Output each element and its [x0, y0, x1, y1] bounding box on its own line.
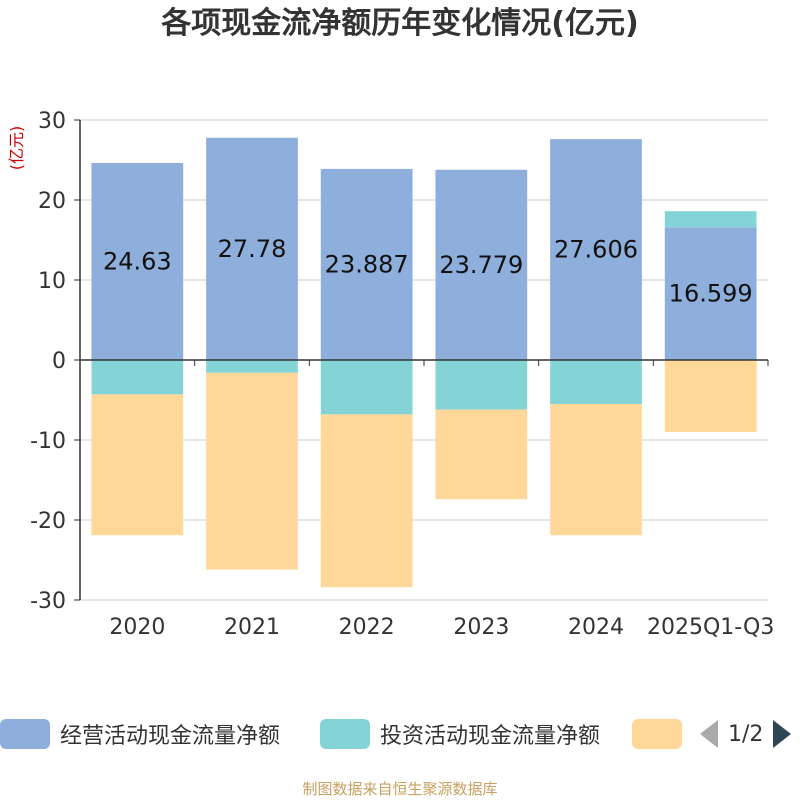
legend-item-investing[interactable]: 投资活动现金流量净额 — [320, 714, 600, 754]
bar-2025Q1-Q3-series-1 — [664, 211, 757, 228]
legend-swatch-financing — [632, 719, 682, 749]
bar-2022-series-0 — [320, 168, 413, 360]
legend-swatch-operating — [0, 719, 50, 749]
legend-item-financing[interactable] — [632, 714, 682, 754]
y-tick-label: 0 — [52, 349, 66, 374]
legend-label-investing: 投资活动现金流量净额 — [380, 724, 601, 749]
x-tick-label: 2025Q1-Q3 — [647, 615, 774, 640]
data-label: 23.887 — [325, 250, 409, 278]
prev-page-icon[interactable] — [700, 720, 718, 748]
legend-pager: 1/2 — [700, 714, 792, 754]
bar-2021-series-0 — [206, 137, 298, 360]
bar-2025Q1-Q3-series-0 — [664, 227, 757, 360]
legend: 经营活动现金流量净额 投资活动现金流量净额 1/2 — [0, 714, 800, 754]
bar-2023-series-0 — [435, 169, 528, 360]
y-tick-label: 10 — [38, 269, 66, 294]
bar-2023-series-2 — [435, 409, 528, 500]
bar-2021-series-1 — [206, 360, 298, 373]
y-axis-label: (亿元) — [7, 126, 26, 171]
data-label: 23.779 — [439, 251, 523, 279]
chart-plot: 30 20 10 0 -10 -20 -30 (亿元) 2020 24.63 2021 27.78 20… — [7, 109, 774, 640]
bar-2020-series-2 — [91, 394, 184, 536]
data-label: 27.606 — [554, 236, 638, 264]
bar-2022-series-2 — [320, 414, 413, 588]
bar-2021-series-2 — [206, 372, 298, 570]
y-tick-label: 20 — [38, 189, 66, 214]
data-label: 27.78 — [218, 235, 287, 263]
legend-page-indicator: 1/2 — [728, 721, 764, 747]
y-tick-label: -30 — [30, 589, 66, 614]
source-note: 制图数据来自恒生聚源数据库 — [302, 780, 498, 798]
x-tick-label: 2024 — [568, 615, 624, 640]
y-tick-label: 30 — [38, 109, 66, 134]
bar-2024-series-1 — [550, 360, 642, 404]
legend-swatch-investing — [320, 719, 370, 749]
next-page-icon[interactable] — [773, 720, 792, 748]
x-tick-label: 2020 — [109, 615, 165, 640]
bar-2024-series-0 — [550, 139, 642, 360]
legend-item-operating[interactable]: 经营活动现金流量净额 — [0, 714, 280, 754]
bar-2024-series-2 — [550, 404, 642, 536]
chart-title: 各项现金流净额历年变化情况(亿元) — [161, 6, 639, 41]
data-label: 16.599 — [669, 280, 753, 308]
data-label: 24.63 — [103, 247, 172, 275]
y-tick-label: -10 — [30, 429, 66, 454]
x-tick-label: 2022 — [339, 615, 395, 640]
bar-2020-series-0 — [91, 162, 184, 360]
x-tick-label: 2021 — [224, 615, 280, 640]
y-tick-label: -20 — [30, 509, 66, 534]
legend-label-operating: 经营活动现金流量净额 — [60, 724, 281, 749]
bar-2020-series-1 — [91, 360, 184, 395]
bar-2022-series-1 — [320, 360, 413, 415]
bar-2025Q1-Q3-series-2 — [664, 360, 757, 432]
x-tick-label: 2023 — [453, 615, 509, 640]
bar-2023-series-1 — [435, 360, 528, 410]
